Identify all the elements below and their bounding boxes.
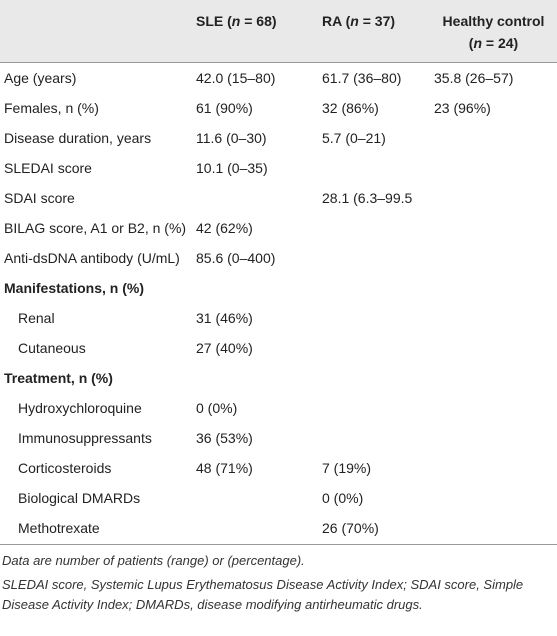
row-label: Corticosteroids — [18, 460, 112, 476]
empty-cell — [430, 183, 557, 213]
cell: 85.6 (0–400) — [196, 250, 276, 266]
empty-cell — [430, 123, 557, 153]
empty-cell — [192, 483, 318, 513]
cell: 36 (53%) — [196, 430, 253, 446]
data-table: SLE (n = 68) RA (n = 37) Healthy control (… — [0, 0, 557, 545]
empty-cell — [318, 213, 430, 243]
cell: 27 (40%) — [196, 340, 253, 356]
empty-cell — [192, 513, 318, 545]
empty-cell — [430, 423, 557, 453]
row-label: Disease duration, years — [4, 130, 152, 146]
header-text: n — [231, 13, 241, 29]
empty-cell — [318, 333, 430, 363]
empty-cell — [430, 213, 557, 243]
empty-cell — [430, 453, 557, 483]
header-text: = 68) — [240, 13, 277, 29]
cell: 35.8 (26–57) — [434, 70, 514, 86]
header-cell: RA (n = 37) — [318, 0, 430, 63]
cell: 26 (70%) — [318, 513, 430, 545]
cell: 0 (0%) — [322, 490, 364, 506]
table-row: Methotrexate 26 (70%) — [0, 513, 557, 545]
empty-cell — [430, 303, 557, 333]
cell: 61.7 (36–80) — [322, 70, 402, 86]
empty-cell — [430, 153, 557, 183]
header-text: n — [473, 35, 483, 51]
header-cell: SLE (n = 68) — [192, 0, 318, 63]
footnote: Data are number of patients (range) or (… — [2, 553, 305, 568]
empty-cell — [192, 183, 318, 213]
footnote: SLEDAI score, Systemic Lupus Erythematos… — [2, 577, 524, 612]
table-row: Biological DMARDs 0 (0%) — [0, 483, 557, 513]
empty-cell — [430, 243, 557, 273]
cell: 48 (71%) — [196, 460, 253, 476]
cell: 10.1 (0–35) — [196, 160, 268, 176]
header-cell — [0, 0, 192, 63]
cell: 23 (96%) — [434, 100, 491, 116]
table-row: Corticosteroids 48 (71%) 7 (19%) — [0, 453, 557, 483]
row-label: Methotrexate — [0, 513, 192, 545]
table-row: Hydroxychloroquine 0 (0%) — [0, 393, 557, 423]
row-label: Anti-dsDNA antibody (U/mL) — [4, 250, 180, 266]
row-label: Biological DMARDs — [18, 490, 141, 506]
empty-cell — [430, 333, 557, 363]
row-label: Females, n (%) — [4, 100, 99, 116]
table-row: Immunosuppressants 36 (53%) — [0, 423, 557, 453]
cell: 5.7 (0–21) — [322, 130, 386, 146]
cell: 7 (19%) — [322, 460, 372, 476]
table-row: Cutaneous 27 (40%) — [0, 333, 557, 363]
empty-cell — [318, 153, 430, 183]
header-text: n — [350, 13, 359, 29]
row-label: Immunosuppressants — [18, 430, 152, 446]
row-label: Renal — [18, 310, 55, 326]
group-title: Treatment, n (%) — [4, 370, 113, 386]
empty-cell — [318, 243, 430, 273]
table-row: SDAI score 28.1 (6.3–99.5 — [0, 183, 557, 213]
cell: 28.1 (6.3–99.5 — [322, 190, 413, 206]
row-label: Hydroxychloroquine — [18, 400, 142, 416]
cell: 11.6 (0–30) — [196, 130, 267, 146]
empty-cell — [430, 393, 557, 423]
footnotes: Data are number of patients (range) or (… — [0, 545, 557, 615]
empty-cell — [430, 513, 557, 545]
header-text: Healthy control ( — [442, 13, 545, 51]
table-row: Age (years) 42.0 (15–80) 61.7 (36–80) 35.8 … — [0, 63, 557, 94]
empty-cell — [318, 423, 430, 453]
group-row: Manifestations, n (%) — [0, 273, 557, 303]
cell: 61 (90%) — [196, 100, 253, 116]
row-label: SDAI score — [4, 190, 75, 206]
table-row: Females, n (%) 61 (90%) 32 (86%) 23 (96%) — [0, 93, 557, 123]
empty-cell — [430, 483, 557, 513]
cell: 0 (0%) — [196, 400, 238, 416]
header-text: RA ( — [322, 13, 351, 29]
empty-cell — [318, 393, 430, 423]
cell: 31 (46%) — [196, 310, 253, 326]
cell: 42.0 (15–80) — [196, 70, 276, 86]
group-row: Treatment, n (%) — [0, 363, 557, 393]
row-label: Age (years) — [4, 70, 77, 86]
table-row: SLEDAI score 10.1 (0–35) — [0, 153, 557, 183]
cell: 42 (62%) — [196, 220, 253, 236]
header-text: = 37) — [358, 13, 396, 29]
table-row: BILAG score, A1 or B2, n (%) 42 (62%) — [0, 213, 557, 243]
table-row: Renal 31 (46%) — [0, 303, 557, 333]
header-text: = 24) — [482, 35, 519, 51]
table-row: Disease duration, years 11.6 (0–30) 5.7 (0… — [0, 123, 557, 153]
empty-cell — [318, 303, 430, 333]
group-title: Manifestations, n (%) — [4, 280, 145, 296]
cell: 32 (86%) — [322, 100, 379, 116]
row-label: SLEDAI score — [4, 160, 92, 176]
row-label: BILAG score, A1 or B2, n (%) — [4, 220, 187, 236]
header-cell: Healthy control (n = 24) — [430, 0, 557, 63]
header-text: SLE ( — [196, 13, 232, 29]
table-row: Anti-dsDNA antibody (U/mL) 85.6 (0–400) — [0, 243, 557, 273]
header-row: SLE (n = 68) RA (n = 37) Healthy control (… — [0, 0, 557, 63]
row-label: Cutaneous — [18, 340, 86, 356]
